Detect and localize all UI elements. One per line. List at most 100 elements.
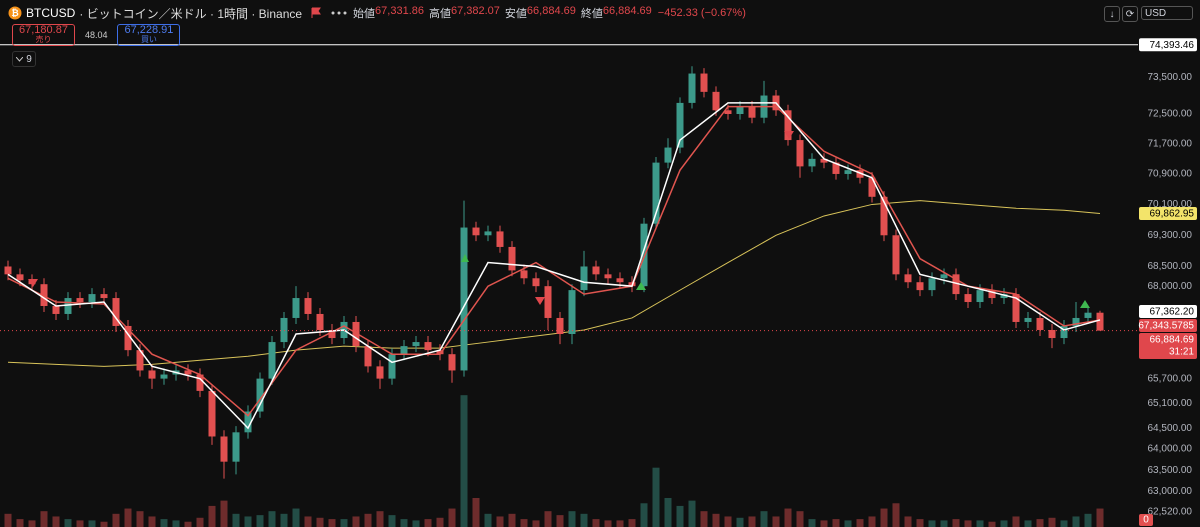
candle-body [880, 196, 888, 236]
candle-body [952, 274, 960, 295]
spread: 48.04 [84, 30, 108, 40]
volume-bar [784, 508, 792, 527]
volume-bar [532, 520, 540, 527]
volume-bar [136, 511, 144, 527]
ohlc-value: 67,382.07 [450, 5, 500, 17]
sell-button[interactable]: 67,180.87 売り [12, 24, 75, 46]
y-tick-label: 63,000.00 [1148, 486, 1193, 497]
countdown: 31:21 [1169, 347, 1194, 358]
candle-body [940, 274, 948, 279]
buy-label: 買い [140, 35, 157, 44]
candle-body [292, 298, 300, 318]
volume-bar [496, 516, 504, 527]
candle-body [268, 342, 276, 379]
candle-body [808, 158, 816, 167]
candle-body [988, 290, 996, 299]
candle-body [724, 110, 732, 114]
ohlc-label: 安値 [504, 8, 527, 20]
volume-bar [16, 519, 24, 527]
volume-bar [316, 517, 324, 527]
volume-bar [640, 503, 648, 527]
y-tick-label: 73,500.00 [1148, 72, 1193, 83]
y-tick-label: 65,700.00 [1148, 373, 1193, 384]
volume-bar [568, 511, 576, 527]
price-tag-label: 67,362.20 [1150, 307, 1195, 318]
volume-bar [1072, 516, 1080, 527]
candle-body [544, 286, 552, 318]
candle-body [652, 162, 660, 224]
more-icon[interactable] [330, 7, 348, 19]
candle-body [112, 298, 120, 326]
flag-icon[interactable] [310, 7, 322, 19]
volume-bar [1024, 520, 1032, 527]
candle-body [376, 366, 384, 379]
volume-bar [160, 519, 168, 527]
candle-body [424, 342, 432, 351]
volume-bar [196, 517, 204, 527]
currency-select[interactable]: USD [1141, 6, 1193, 20]
candle-body [892, 235, 900, 275]
ohlc-value: 66,884.69 [526, 5, 576, 17]
volume-tag [1139, 514, 1153, 526]
indicator-toggle[interactable]: 9 [12, 51, 36, 67]
volume-bar [100, 521, 108, 527]
volume-bar [208, 505, 216, 527]
refresh-button[interactable]: ⟳ [1122, 6, 1138, 22]
candle-body [712, 91, 720, 111]
volume-bar [400, 519, 408, 527]
volume-bar [592, 519, 600, 527]
candle-body [64, 298, 72, 314]
download-button[interactable]: ↓ [1104, 6, 1120, 22]
volume-bar [580, 513, 588, 527]
symbol-bar: ₿ BTCUSD · ビットコイン／米ドル · 1時間 · Binance 始値… [8, 5, 746, 21]
volume-bar [4, 513, 12, 527]
candle-body [556, 317, 564, 335]
volume-bar [1000, 520, 1008, 527]
volume-bar [628, 519, 636, 527]
price-tag [1139, 207, 1197, 221]
price-tag [1139, 304, 1197, 318]
moving-average-line [7, 200, 1101, 367]
ohlc-value: 66,884.69 [602, 5, 652, 17]
moving-average-line [7, 102, 1101, 430]
volume-bar [508, 513, 516, 527]
price-tag-label: 74,393.46 [1150, 40, 1195, 51]
candle-body [1024, 317, 1032, 322]
candle-body [388, 354, 396, 379]
candle-body [16, 274, 24, 281]
candle-body [928, 278, 936, 291]
candle-body [688, 73, 696, 103]
volume-bar [412, 520, 420, 527]
symbol[interactable]: BTCUSD [26, 6, 76, 20]
volume-bar [1036, 519, 1044, 527]
ohlc-label: 高値 [428, 8, 451, 20]
volume-bar [964, 520, 972, 527]
volume-bar [124, 508, 132, 527]
volume-bar [1060, 520, 1068, 527]
volume-bar [880, 508, 888, 527]
candle-body [256, 378, 264, 412]
volume-bar [112, 513, 120, 527]
candle-body [1060, 325, 1068, 339]
volume-bar [364, 513, 372, 527]
candle-body [484, 231, 492, 236]
candle-body [448, 354, 456, 371]
candle-body [616, 278, 624, 283]
volume-bar [232, 513, 240, 527]
volume-bar [40, 511, 48, 527]
volume-bar [676, 505, 684, 527]
volume-bar [256, 515, 264, 527]
buy-signal [461, 254, 469, 262]
candle-body [676, 102, 684, 148]
candle-body [832, 162, 840, 174]
buy-button[interactable]: 67,228.91 買い [117, 24, 181, 46]
volume-bar [472, 498, 480, 527]
volume-bar [340, 519, 348, 527]
trade-bar: 67,180.87 売り 48.04 67,228.91 買い [12, 24, 181, 46]
volume-bar [244, 516, 252, 527]
candle-body [976, 290, 984, 303]
sell-signal [28, 279, 38, 287]
volume-bar [424, 519, 432, 527]
volume-bar [328, 519, 336, 527]
